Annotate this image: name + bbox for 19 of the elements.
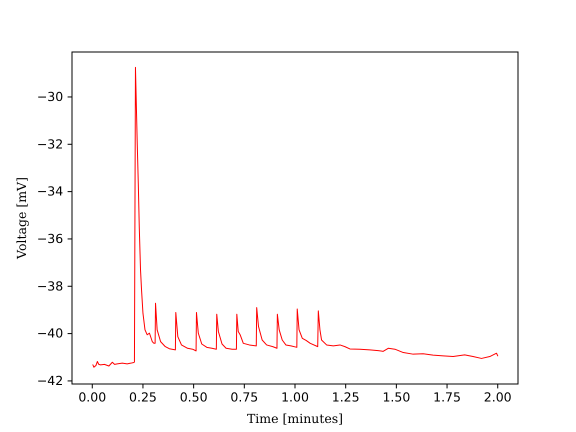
x-axis-title: Time [minutes] (246, 411, 344, 426)
y-axis-title: Voltage [mV] (14, 177, 29, 260)
x-tick-label: 1.25 (332, 390, 360, 405)
x-tick-label: 1.50 (382, 390, 410, 405)
x-tick-label: 1.00 (281, 390, 309, 405)
y-tick-label: −34 (36, 184, 64, 199)
x-tick-label: 2.00 (484, 390, 512, 405)
y-tick-label: −42 (36, 372, 64, 388)
y-tick-label: −38 (36, 278, 64, 294)
y-tick-label: −36 (36, 230, 64, 246)
x-tick-label: 0.75 (230, 390, 258, 405)
y-tick-label: −40 (36, 326, 64, 341)
line-series (92, 66, 498, 368)
x-tick-label: 0.50 (180, 390, 208, 405)
x-tick-label: 0.00 (78, 390, 106, 405)
x-tick-label: 0.25 (129, 390, 157, 405)
x-tick-label: 1.75 (433, 390, 461, 405)
y-tick-label: −30 (36, 88, 64, 104)
y-tick-label: −32 (36, 136, 64, 152)
